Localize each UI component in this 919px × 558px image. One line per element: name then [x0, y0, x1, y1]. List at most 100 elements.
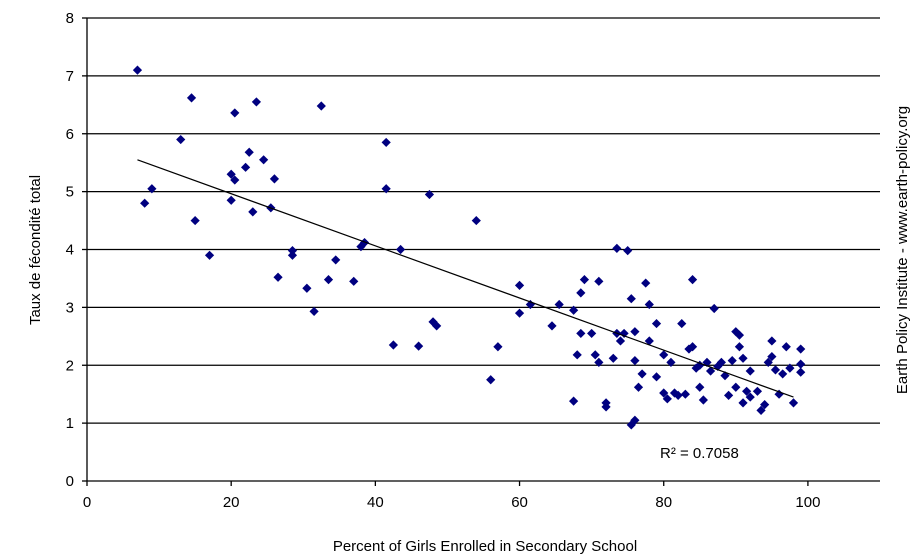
data-point: [424, 189, 435, 200]
data-point: [251, 97, 262, 107]
data-point: [687, 342, 698, 352]
data-point: [644, 299, 654, 310]
y-tick-label: 6: [66, 126, 74, 143]
data-point: [738, 353, 748, 363]
data-point: [471, 215, 481, 226]
data-point: [788, 398, 799, 408]
x-tick-label: 80: [655, 494, 672, 511]
data-point: [190, 215, 200, 226]
data-point: [763, 357, 773, 367]
x-tick-labels: 0 20 40 60 80 100: [83, 494, 821, 511]
data-point: [204, 250, 215, 260]
data-point: [630, 327, 640, 337]
y-axis-title: Taux de fécondité total: [27, 175, 44, 325]
data-point: [576, 328, 586, 339]
r-squared-label: R² = 0.7058: [660, 445, 739, 462]
data-point: [774, 389, 784, 399]
data-point: [140, 198, 150, 208]
data-point: [781, 342, 791, 352]
axes: [82, 17, 880, 486]
data-point: [132, 65, 143, 75]
data-point: [778, 369, 788, 379]
data-point: [724, 390, 734, 400]
x-tick-label: 100: [795, 494, 820, 511]
data-point: [186, 93, 197, 103]
data-point: [248, 207, 258, 217]
data-point: [734, 330, 745, 340]
data-point: [432, 321, 442, 331]
data-point: [547, 321, 557, 331]
data-point: [619, 328, 629, 339]
data-point: [226, 195, 236, 205]
data-point: [630, 356, 640, 366]
data-point: [381, 137, 391, 148]
data-point: [637, 369, 647, 379]
trendline: [137, 159, 794, 398]
data-point: [734, 342, 745, 352]
data-point: [514, 280, 525, 290]
data-point: [644, 336, 654, 346]
data-point: [731, 382, 741, 392]
data-point: [302, 283, 312, 293]
data-point: [796, 367, 806, 377]
data-point: [767, 351, 777, 362]
data-point: [709, 303, 719, 314]
data-point: [323, 274, 334, 285]
data-point: [691, 363, 701, 373]
data-point: [309, 306, 319, 317]
data-point: [241, 162, 251, 172]
y-tick-label: 0: [66, 473, 74, 490]
data-point: [576, 288, 586, 298]
data-point: [659, 350, 669, 360]
data-point: [349, 276, 359, 286]
data-point: [601, 402, 611, 412]
data-point: [785, 363, 795, 373]
data-point: [514, 308, 525, 318]
data-point: [569, 305, 579, 315]
data-point: [626, 294, 636, 304]
data-point: [677, 318, 687, 329]
data-point: [666, 357, 676, 367]
y-tick-label: 8: [66, 10, 74, 27]
data-point: [630, 415, 640, 425]
x-axis-title: Percent of Girls Enrolled in Secondary S…: [333, 538, 637, 555]
y-tick-label: 7: [66, 68, 74, 85]
y-tick-label: 2: [66, 357, 74, 374]
data-point: [572, 350, 582, 360]
data-point: [760, 400, 770, 410]
data-point: [756, 405, 766, 415]
data-point: [273, 272, 283, 282]
data-point: [381, 184, 391, 194]
data-point: [230, 108, 240, 118]
data-point: [414, 341, 424, 351]
data-point: [662, 394, 672, 404]
y-tick-label: 5: [66, 184, 74, 201]
data-point: [684, 344, 694, 354]
y-tick-label: 4: [66, 242, 74, 259]
data-point: [244, 147, 254, 157]
data-point: [713, 361, 723, 372]
data-points: [132, 65, 806, 430]
data-point: [680, 389, 690, 399]
y-tick-label: 1: [66, 415, 74, 432]
data-point: [727, 356, 737, 366]
data-point: [287, 246, 298, 256]
data-point: [641, 278, 651, 288]
data-point: [687, 274, 698, 285]
x-tick-label: 60: [511, 494, 528, 511]
data-point: [147, 184, 157, 194]
data-point: [633, 382, 644, 392]
data-point: [594, 357, 604, 367]
data-point: [745, 366, 755, 376]
data-point: [698, 395, 708, 405]
x-tick-label: 40: [367, 494, 384, 511]
data-point: [395, 244, 406, 255]
data-point: [720, 371, 730, 381]
data-point: [796, 359, 806, 369]
data-point: [608, 353, 618, 363]
data-point: [269, 174, 280, 184]
data-point: [659, 388, 669, 398]
data-point: [705, 366, 716, 376]
data-point: [770, 365, 781, 375]
x-tick-label: 20: [223, 494, 240, 511]
